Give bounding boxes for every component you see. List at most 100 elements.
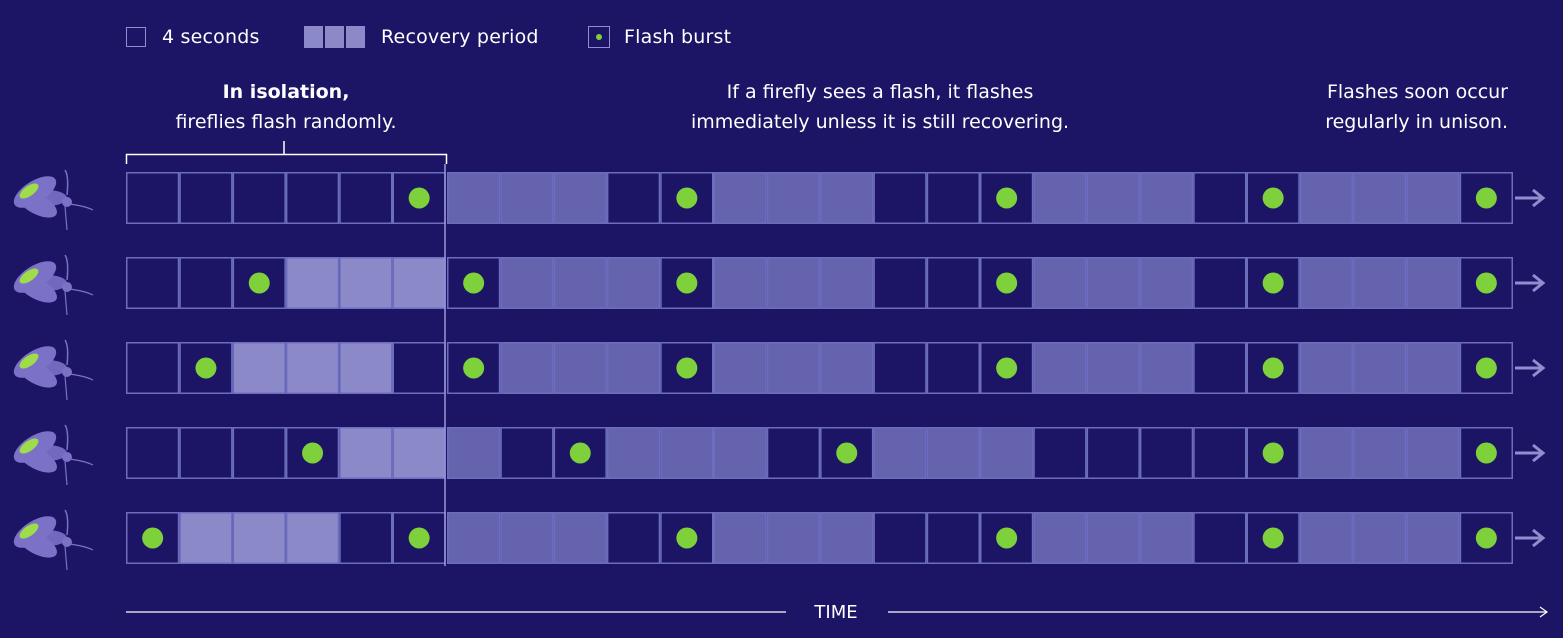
empty-cell: [926, 512, 981, 564]
timeline-cell-isolation-5: [339, 257, 393, 309]
flash-cell: [285, 427, 340, 479]
empty-cell: [126, 172, 180, 224]
bracket-line: [125, 153, 448, 164]
timeline-cell-synchronized-7: [766, 427, 821, 479]
recovery-cell: [713, 512, 767, 564]
recovery-cell: [553, 342, 607, 394]
timeline-cell-synchronized-9: [873, 427, 927, 479]
recovery-cell: [1406, 257, 1460, 309]
timeline-cell-synchronized-3: [553, 342, 607, 394]
recovery-cell: [179, 512, 233, 564]
isolation-bracket: [125, 141, 448, 164]
firefly-leg: [68, 543, 94, 551]
flash-cell: [1459, 427, 1513, 479]
recovery-cell: [500, 172, 554, 224]
flash-dot: [1262, 442, 1284, 464]
flash-cell: [447, 342, 501, 394]
recovery-swatch: [304, 26, 367, 48]
timeline-cell-synchronized-8: [820, 342, 874, 394]
sees-flash-annotation-line2: immediately unless it is still recoverin…: [690, 111, 1070, 133]
recovery-cell: [606, 257, 661, 309]
timeline-cell-synchronized-17: [1299, 512, 1354, 564]
timeline-cell-synchronized-18: [1353, 342, 1407, 394]
unison-annotation: Flashes soon occur regularly in unison.: [1325, 77, 1508, 137]
firefly-row-2: [13, 254, 1546, 316]
recovery-cell: [980, 427, 1034, 479]
flash-cell: [126, 512, 180, 564]
timeline-cell-synchronized-14: [1139, 342, 1194, 394]
recovery-cell: [1299, 257, 1354, 309]
time-axis-label: TIME: [814, 602, 858, 623]
empty-cell: [179, 427, 233, 479]
recovery-cell: [1033, 342, 1087, 394]
legend-recovery-label: Recovery period: [381, 26, 539, 48]
timeline-cell-synchronized-9: [873, 257, 927, 309]
timeline-cell-synchronized-6: [713, 427, 767, 479]
recovery-cell: [1299, 512, 1354, 564]
timeline-cell-synchronized-3: [553, 512, 607, 564]
timeline-cell-isolation-3: [232, 257, 286, 309]
recovery-cell: [1353, 172, 1407, 224]
timeline-cell-synchronized-2: [500, 342, 554, 394]
recovery-cell: [873, 427, 927, 479]
timeline-cell-synchronized-8: [820, 172, 874, 224]
recovery-cell: [606, 427, 661, 479]
timeline-cell-synchronized-6: [713, 342, 767, 394]
flash-swatch: [588, 26, 610, 48]
recovery-cell: [606, 342, 661, 394]
time-axis-arrowhead: [1539, 606, 1549, 618]
recovery-cell: [447, 172, 501, 224]
firefly-icon: [13, 339, 94, 401]
timeline-cell-synchronized-10: [926, 172, 981, 224]
recovery-cell: [553, 172, 607, 224]
timeline-cell-synchronized-2: [500, 427, 554, 479]
timeline-cell-synchronized-2: [500, 172, 554, 224]
recovery-cell: [1353, 257, 1407, 309]
timeline-cell-synchronized-20: [1459, 257, 1513, 309]
recovery-cell: [926, 427, 981, 479]
recovery-cell: [447, 512, 501, 564]
empty-cell: [179, 172, 233, 224]
timeline-cell-synchronized-5: [660, 427, 714, 479]
empty-cell: [232, 427, 286, 479]
recovery-cell: [766, 257, 821, 309]
timeline-cell-isolation-2: [179, 427, 233, 479]
empty-cell: [1193, 512, 1247, 564]
timeline-cell-synchronized-8: [820, 427, 874, 479]
timeline-cell-synchronized-5: [660, 257, 714, 309]
recovery-cell: [766, 342, 821, 394]
recovery-cell: [713, 342, 767, 394]
flash-dot: [1262, 187, 1284, 209]
firefly-head: [62, 452, 72, 462]
firefly-lantern: [19, 353, 39, 369]
empty-cell: [1033, 427, 1087, 479]
timeline-cell-synchronized-17: [1299, 427, 1354, 479]
arrow-right-icon: [1515, 273, 1546, 293]
flash-dot: [1262, 272, 1284, 294]
isolation-annotation: In isolation, fireflies flash randomly.: [126, 77, 446, 137]
timeline-cell-synchronized-6: [713, 512, 767, 564]
firefly-leg: [64, 460, 68, 486]
timeline-cell-synchronized-12: [1033, 342, 1087, 394]
timeline-cell-synchronized-19: [1406, 427, 1460, 479]
empty-cell: [606, 512, 661, 564]
empty-cell: [126, 342, 180, 394]
recovery-cell: [1353, 427, 1407, 479]
timeline-cell-synchronized-14: [1139, 257, 1194, 309]
firefly-lantern: [19, 183, 39, 199]
timeline-cell-synchronized-3: [553, 257, 607, 309]
flash-cell: [1246, 257, 1300, 309]
recovery-cell: [500, 512, 554, 564]
empty-cell: [126, 427, 180, 479]
flash-dot: [996, 272, 1018, 294]
timeline-cell-synchronized-19: [1406, 512, 1460, 564]
isolation-annotation-heading: In isolation,: [222, 81, 350, 103]
unison-annotation-line2: regularly in unison.: [1325, 111, 1508, 133]
flash-dot: [302, 442, 324, 464]
flash-cell: [660, 342, 714, 394]
firefly-body: [27, 360, 67, 376]
timeline-cell-isolation-1: [126, 172, 180, 224]
flash-cell: [980, 342, 1034, 394]
timeline-cell-synchronized-12: [1033, 257, 1087, 309]
arrow-head: [1532, 528, 1546, 548]
